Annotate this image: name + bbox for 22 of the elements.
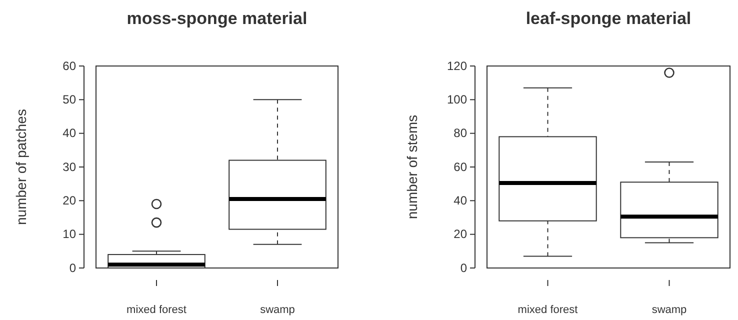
y-tick-label: 60 [454, 160, 468, 174]
y-tick-label: 80 [454, 126, 468, 140]
y-tick-label: 60 [62, 58, 76, 73]
y-tick-label: 120 [446, 58, 468, 73]
y-tick-label: 40 [62, 126, 76, 140]
y-tick-label: 10 [62, 227, 76, 242]
x-tick-label: mixed forest [518, 304, 578, 316]
y-axis-title: number of stems [404, 114, 420, 220]
x-tick-label: swamp [652, 304, 687, 316]
y-tick-label: 20 [62, 194, 76, 208]
y-tick-label: 100 [446, 92, 468, 107]
chart-title: leaf-sponge material [526, 9, 692, 28]
y-tick-label: 30 [62, 160, 76, 174]
y-tick-label: 0 [460, 260, 468, 275]
chart-title: moss-sponge material [126, 9, 308, 28]
y-axis-title: number of patches [13, 109, 29, 225]
x-tick-label: mixed forest [126, 304, 186, 316]
y-tick-label: 50 [62, 92, 76, 107]
y-tick-label: 40 [454, 194, 468, 208]
y-tick-label: 20 [454, 227, 468, 242]
x-tick-label: swamp [260, 304, 295, 316]
y-tick-label: 0 [69, 260, 76, 275]
